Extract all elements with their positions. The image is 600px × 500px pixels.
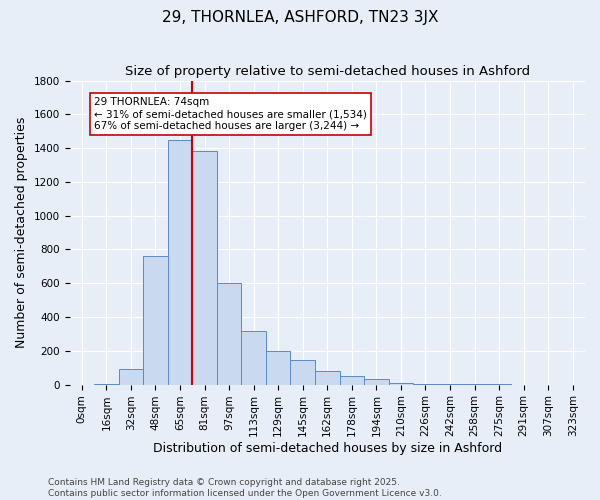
Bar (340, 376, 364, 384)
Bar (217, 283, 241, 384)
Bar (143, 256, 168, 384)
Text: Contains HM Land Registry data © Crown copyright and database right 2025.
Contai: Contains HM Land Registry data © Crown c… (48, 478, 442, 498)
X-axis label: Distribution of semi-detached houses by size in Ashford: Distribution of semi-detached houses by … (153, 442, 502, 455)
Bar (119, 368, 143, 384)
Bar (241, 330, 266, 384)
Bar (290, 360, 315, 384)
Bar (389, 383, 413, 384)
Y-axis label: Number of semi-detached properties: Number of semi-detached properties (15, 117, 28, 348)
Title: Size of property relative to semi-detached houses in Ashford: Size of property relative to semi-detach… (125, 65, 530, 78)
Bar (266, 351, 290, 384)
Bar (192, 152, 217, 384)
Bar (168, 140, 192, 384)
Bar (315, 371, 340, 384)
Bar (364, 378, 389, 384)
Text: 29, THORNLEA, ASHFORD, TN23 3JX: 29, THORNLEA, ASHFORD, TN23 3JX (162, 10, 438, 25)
Text: 29 THORNLEA: 74sqm
← 31% of semi-detached houses are smaller (1,534)
67% of semi: 29 THORNLEA: 74sqm ← 31% of semi-detache… (94, 98, 367, 130)
